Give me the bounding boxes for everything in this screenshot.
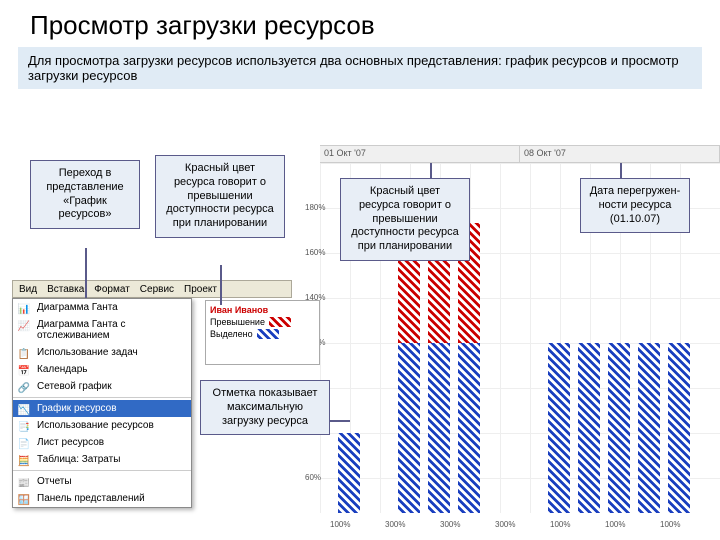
chart-bar <box>638 343 660 513</box>
chart-bar <box>338 433 360 513</box>
menu-bar-item[interactable]: Вид <box>19 284 37 295</box>
chart-bar <box>608 343 630 513</box>
menu-item[interactable]: 📋 Использование задач <box>13 344 191 361</box>
grid-hline <box>320 388 720 389</box>
chart-bar <box>668 343 690 513</box>
x-tick-label: 100% <box>660 520 680 529</box>
menu-item-icon: 📅 <box>17 364 31 378</box>
x-tick-label: 300% <box>495 520 515 529</box>
timeline-header: 01 Окт '07 08 Окт '07 <box>320 145 720 163</box>
menu-item[interactable]: 🔗 Сетевой график <box>13 378 191 395</box>
menu-item-label: Диаграмма Ганта <box>37 302 118 313</box>
resource-legend: Иван Иванов Превышение Выделено <box>205 300 320 365</box>
view-menu-dropdown[interactable]: 📊 Диаграмма Ганта 📈 Диаграмма Ганта с отсле… <box>12 298 192 508</box>
menu-item-label: Таблица: Затраты <box>37 454 120 465</box>
menu-item-icon: 📋 <box>17 347 31 361</box>
chart-bar <box>578 343 600 513</box>
menu-item-icon: 🔗 <box>17 381 31 395</box>
page-title: Просмотр загрузки ресурсов <box>0 0 720 47</box>
y-tick-label: 180% <box>305 203 325 212</box>
y-tick-label: 60% <box>305 473 321 482</box>
timeline-col: 01 Окт '07 <box>320 146 520 162</box>
menu-item[interactable]: 📑 Использование ресурсов <box>13 417 191 434</box>
menu-item[interactable]: 📈 Диаграмма Ганта с отслеживанием <box>13 316 191 344</box>
callout-line <box>620 163 622 178</box>
callout-line <box>330 420 350 422</box>
grid-hline <box>320 298 720 299</box>
callout-line <box>430 163 432 178</box>
legend-resource-name: Иван Иванов <box>210 305 315 315</box>
menu-item-label: Панель представлений <box>37 493 145 504</box>
menu-item-label: Лист ресурсов <box>37 437 104 448</box>
menu-separator <box>13 470 191 471</box>
legend-label: Превышение <box>210 317 265 327</box>
menu-bar-item[interactable]: Проект <box>184 284 217 295</box>
menu-item-icon: 📑 <box>17 420 31 434</box>
menu-item-label: Диаграмма Ганта с отслеживанием <box>37 319 126 341</box>
menu-item[interactable]: 🪟 Панель представлений <box>13 490 191 507</box>
grid-hline <box>320 163 720 164</box>
legend-label: Выделено <box>210 329 253 339</box>
callout-line <box>220 265 222 305</box>
menu-item-icon: 🧮 <box>17 454 31 468</box>
menu-item-label: График ресурсов <box>37 403 117 414</box>
callout-peak-marker: Отметка показывает максимальную загрузку… <box>200 380 330 435</box>
menu-item-label: Использование задач <box>37 347 138 358</box>
menu-item[interactable]: 📰 Отчеты <box>13 473 191 490</box>
grid-vline <box>500 163 501 513</box>
menu-item-icon: 📉 <box>17 403 31 417</box>
menu-item-label: Календарь <box>37 364 87 375</box>
menu-item-label: Сетевой график <box>37 381 112 392</box>
grid-hline <box>320 433 720 434</box>
legend-swatch-red <box>269 317 291 327</box>
grid-hline <box>320 343 720 344</box>
x-tick-label: 100% <box>550 520 570 529</box>
x-tick-label: 100% <box>605 520 625 529</box>
callout-red-resource-1: Красный цвет ресурса говорит о превышени… <box>155 155 285 238</box>
menu-bar-item[interactable]: Формат <box>94 284 130 295</box>
timeline-col: 08 Окт '07 <box>520 146 720 162</box>
menu-item[interactable]: 🧮 Таблица: Затраты <box>13 451 191 468</box>
menu-item-icon: 📈 <box>17 319 31 333</box>
menu-item-icon: 🪟 <box>17 493 31 507</box>
menu-item[interactable]: 📄 Лист ресурсов <box>13 434 191 451</box>
menu-item-label: Использование ресурсов <box>37 420 154 431</box>
menu-item-icon: 📄 <box>17 437 31 451</box>
menu-item-label: Отчеты <box>37 476 72 487</box>
x-tick-label: 100% <box>330 520 350 529</box>
y-tick-label: 160% <box>305 248 325 257</box>
subtitle: Для просмотра загрузки ресурсов использу… <box>18 47 702 89</box>
menu-bar-item[interactable]: Сервис <box>140 284 174 295</box>
x-tick-label: 300% <box>440 520 460 529</box>
callout-line <box>85 248 87 298</box>
callout-view-switch: Переход в представление «График ресурсов… <box>30 160 140 229</box>
callout-red-resource-2: Красный цвет ресурса говорит о превышени… <box>340 178 470 261</box>
menu-item[interactable]: 📅 Календарь <box>13 361 191 378</box>
chart-bar <box>548 343 570 513</box>
menu-separator <box>13 397 191 398</box>
menu-bar-item[interactable]: Вставка <box>47 284 84 295</box>
menu-item-icon: 📊 <box>17 302 31 316</box>
grid-hline <box>320 478 720 479</box>
menu-bar[interactable]: Вид Вставка Формат Сервис Проект <box>12 280 292 298</box>
menu-item[interactable]: 📉 График ресурсов <box>13 400 191 417</box>
legend-swatch-blue <box>257 329 279 339</box>
x-tick-label: 300% <box>385 520 405 529</box>
legend-row: Превышение <box>210 317 315 327</box>
legend-row: Выделено <box>210 329 315 339</box>
grid-vline <box>530 163 531 513</box>
callout-overload-date: Дата перегружен-ности ресурса (01.10.07) <box>580 178 690 233</box>
menu-item[interactable]: 📊 Диаграмма Ганта <box>13 299 191 316</box>
menu-item-icon: 📰 <box>17 476 31 490</box>
